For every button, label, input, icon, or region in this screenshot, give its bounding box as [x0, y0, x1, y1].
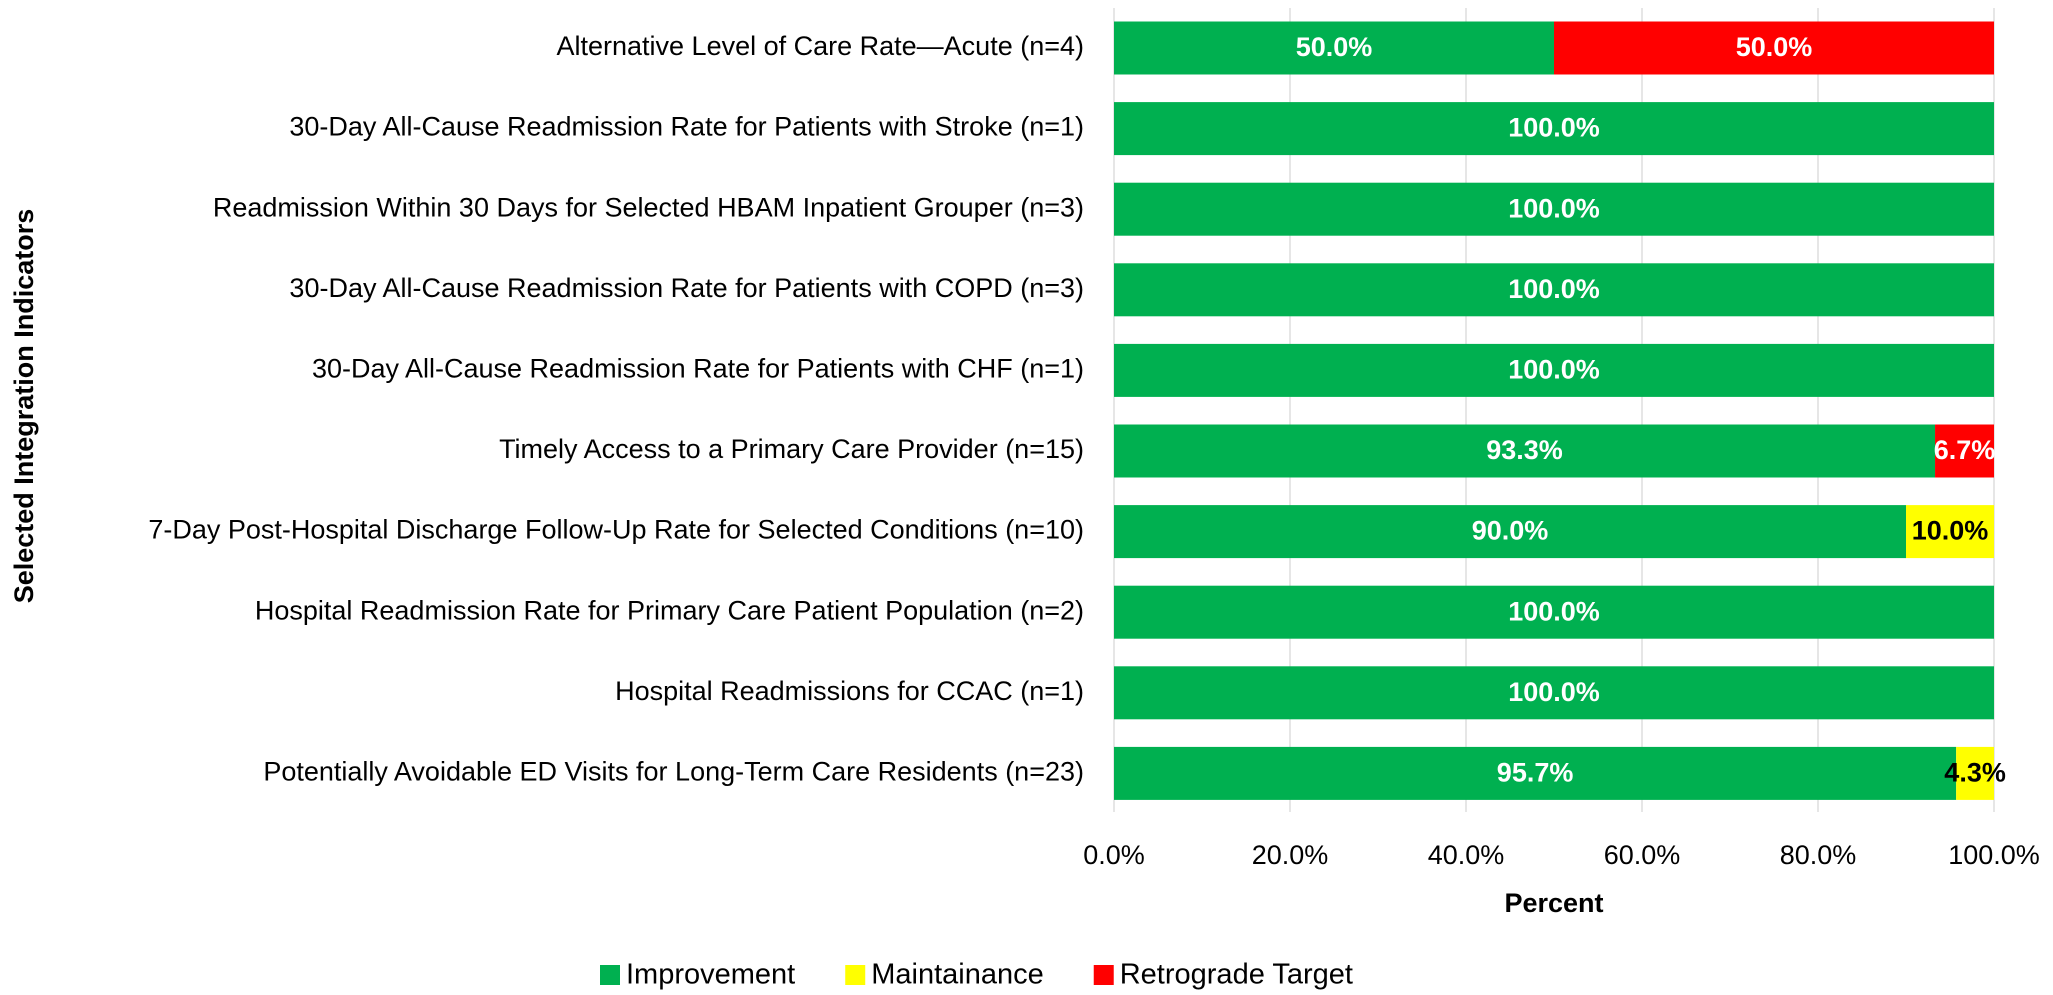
bar-segment: [1956, 746, 1994, 800]
bar-segment: [1114, 585, 1994, 639]
bar-segment: [1935, 424, 1994, 478]
data-label: 10.0%: [1912, 516, 1989, 546]
x-tick-label: 0.0%: [1083, 840, 1145, 870]
x-tick-label: 40.0%: [1428, 840, 1505, 870]
data-label: 100.0%: [1508, 113, 1600, 143]
bar-segment: [1114, 182, 1994, 236]
bar-segment: [1114, 21, 1554, 75]
bar-segment: [1114, 263, 1994, 317]
bar-segment: [1114, 424, 1936, 478]
x-tick-label: 60.0%: [1604, 840, 1681, 870]
legend-swatch: [845, 965, 866, 985]
legend-label: Retrograde Target: [1120, 959, 1353, 991]
data-label: 95.7%: [1497, 758, 1574, 788]
y-tick-label: 30-Day All-Cause Readmission Rate for Pa…: [289, 112, 1084, 142]
data-label: 100.0%: [1508, 677, 1600, 707]
data-label: 100.0%: [1508, 193, 1600, 223]
y-tick-label: Alternative Level of Care Rate—Acute (n=…: [556, 31, 1084, 61]
y-tick-label: Potentially Avoidable ED Visits for Long…: [263, 757, 1084, 787]
x-tick-label: 100.0%: [1948, 840, 2040, 870]
data-label: 6.7%: [1934, 435, 1996, 465]
data-label: 50.0%: [1736, 32, 1813, 62]
bar-segment: [1114, 746, 1957, 800]
data-label: 50.0%: [1296, 32, 1373, 62]
bar-segment: [1114, 102, 1994, 156]
x-tick-label: 80.0%: [1780, 840, 1857, 870]
x-tick-label: 20.0%: [1252, 840, 1329, 870]
y-tick-label: Hospital Readmissions for CCAC (n=1): [615, 676, 1084, 706]
x-axis-title: Percent: [1504, 888, 1603, 918]
bar-segment: [1906, 505, 1994, 559]
legend-swatch: [1093, 965, 1114, 985]
bar-segment: [1554, 21, 1994, 75]
y-tick-label: Readmission Within 30 Days for Selected …: [213, 192, 1084, 222]
bar-segment: [1114, 666, 1994, 720]
y-tick-label: Timely Access to a Primary Care Provider…: [499, 434, 1084, 464]
y-tick-label: 7-Day Post-Hospital Discharge Follow-Up …: [148, 515, 1084, 545]
data-label: 93.3%: [1486, 435, 1563, 465]
data-label: 4.3%: [1944, 758, 2006, 788]
y-tick-label: 30-Day All-Cause Readmission Rate for Pa…: [312, 354, 1084, 384]
data-label: 90.0%: [1472, 516, 1549, 546]
data-label: 100.0%: [1508, 596, 1600, 626]
data-label: 100.0%: [1508, 274, 1600, 304]
legend-label: Maintainance: [871, 959, 1044, 991]
y-tick-label: 30-Day All-Cause Readmission Rate for Pa…: [289, 273, 1084, 303]
bar-segment: [1114, 505, 1906, 559]
y-tick-label: Hospital Readmission Rate for Primary Ca…: [255, 595, 1084, 625]
y-axis-title: Selected Integration Indicators: [9, 209, 39, 604]
legend-label: Improvement: [626, 959, 795, 991]
legend-swatch: [600, 965, 620, 985]
bar-segment: [1114, 343, 1994, 397]
data-label: 100.0%: [1508, 355, 1600, 385]
